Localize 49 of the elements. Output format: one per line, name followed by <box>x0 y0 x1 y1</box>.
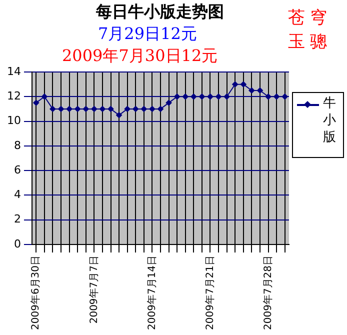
point <box>33 100 40 106</box>
point <box>66 106 72 112</box>
point <box>248 87 255 94</box>
point <box>116 112 122 118</box>
y-tick-label: 14 <box>6 64 21 78</box>
point <box>50 106 56 112</box>
chart-title: 每日牛小版走势图 <box>96 2 224 23</box>
x-tick-label: 2009年7月7日 <box>88 255 100 324</box>
point <box>198 94 205 100</box>
point <box>232 81 238 88</box>
point <box>74 106 81 112</box>
point <box>99 106 106 112</box>
chart-subtitle: 7月29日12元 <box>98 24 197 45</box>
point <box>82 106 89 112</box>
point <box>124 106 130 112</box>
y-tick-label: 4 <box>14 188 21 202</box>
point <box>240 81 246 88</box>
point <box>224 94 230 100</box>
point <box>190 94 197 100</box>
point <box>274 94 280 100</box>
point <box>132 106 139 112</box>
y-tick-label: 10 <box>6 114 21 128</box>
y-tick-label: 8 <box>14 138 21 152</box>
point <box>256 87 263 94</box>
y-tick-label: 2 <box>14 212 21 226</box>
point <box>149 106 156 112</box>
point <box>265 94 272 100</box>
point <box>140 106 147 112</box>
y-tick-label: 12 <box>6 89 21 102</box>
point <box>91 106 98 112</box>
point <box>41 94 48 100</box>
y-tick-label: 0 <box>14 237 21 250</box>
x-tick-label: 2009年7月28日 <box>262 255 274 330</box>
point <box>207 94 214 100</box>
x-tick-label: 2009年6月30日 <box>30 255 42 330</box>
point <box>166 100 172 106</box>
x-tick-label: 2009年7月21日 <box>204 255 216 330</box>
text: 2009年7月30日12元 <box>62 46 218 67</box>
point <box>174 94 180 100</box>
point <box>216 94 222 100</box>
legend-label: 牛小版 <box>323 95 337 146</box>
y-tick-label: 6 <box>14 163 21 176</box>
point <box>158 106 164 112</box>
point <box>182 94 188 100</box>
point <box>282 94 288 100</box>
point <box>58 106 64 112</box>
text: 苍穹玉骢 <box>288 7 332 54</box>
point <box>108 106 114 112</box>
x-tick-label: 2009年7月14日 <box>146 255 158 330</box>
